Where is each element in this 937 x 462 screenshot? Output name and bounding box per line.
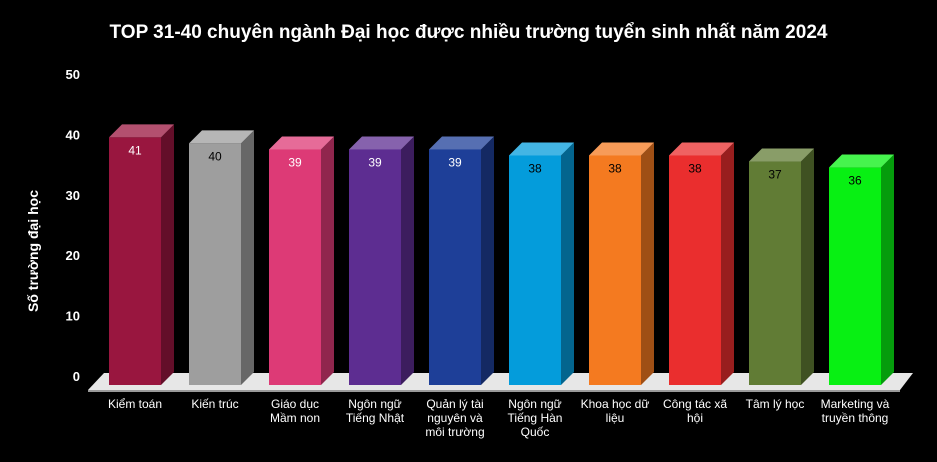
bar <box>429 149 481 385</box>
bar-value-label: 38 <box>528 161 542 175</box>
bar-side <box>161 124 174 386</box>
x-tick-label: Công tác xã <box>663 397 727 411</box>
bar-top <box>109 124 174 138</box>
bar <box>109 137 161 385</box>
bar-side <box>881 154 894 385</box>
x-tick-label: môi trường <box>425 425 484 439</box>
y-tick-label: 40 <box>66 127 80 142</box>
bar-top <box>589 142 654 156</box>
bar-side <box>721 142 734 385</box>
chart-title: TOP 31-40 chuyên ngành Đại học được nhiề… <box>109 22 828 43</box>
bar <box>269 149 321 385</box>
bar-top <box>509 142 574 156</box>
bar <box>749 161 801 385</box>
bar-top <box>829 154 894 168</box>
x-tick-label: Khoa học dữ <box>581 397 650 411</box>
y-tick-label: 10 <box>66 309 80 324</box>
x-tick-label: Kiến trúc <box>191 397 238 411</box>
bar-value-label: 38 <box>688 161 702 175</box>
bar <box>509 155 561 385</box>
bar-side <box>401 136 414 385</box>
x-tick-label: Giáo dục <box>271 397 319 411</box>
x-tick-label: Marketing và <box>821 397 890 411</box>
bar-side <box>321 136 334 385</box>
bar <box>349 149 401 385</box>
bar <box>669 155 721 385</box>
x-tick-label: Kiểm toán <box>108 397 162 411</box>
bar-value-label: 37 <box>768 168 782 182</box>
x-tick-label: Mầm non <box>270 411 320 425</box>
bar-side <box>561 142 574 385</box>
bar <box>589 155 641 385</box>
bar-top <box>349 136 414 150</box>
x-tick-label: Ngôn ngữ <box>508 397 561 411</box>
bar-value-label: 39 <box>288 155 302 169</box>
bar-side <box>641 142 654 385</box>
bar-top <box>269 136 334 150</box>
bar-value-label: 39 <box>368 155 382 169</box>
bar-value-label: 39 <box>448 155 462 169</box>
bar-value-label: 36 <box>848 174 862 188</box>
bar-top <box>749 148 814 162</box>
y-tick-label: 50 <box>66 67 80 82</box>
x-tick-label: Tiếng Hàn <box>508 411 563 425</box>
bar-value-label: 41 <box>128 143 142 157</box>
y-tick-label: 0 <box>73 369 80 384</box>
x-tick-label: Tâm lý học <box>746 397 805 411</box>
bar-side <box>241 130 254 385</box>
bar-top <box>429 136 494 150</box>
bar-top <box>189 130 254 144</box>
bar-value-label: 38 <box>608 161 622 175</box>
x-tick-label: Quốc <box>521 425 550 439</box>
bar-value-label: 40 <box>208 149 222 163</box>
bar-side <box>481 136 494 385</box>
bar <box>829 167 881 385</box>
x-tick-label: Ngôn ngữ <box>348 397 401 411</box>
x-tick-label: truyền thông <box>822 411 889 425</box>
bar-side <box>801 148 814 385</box>
bar <box>189 143 241 385</box>
x-tick-label: Tiếng Nhật <box>346 411 405 425</box>
x-tick-label: Quản lý tài <box>426 397 483 411</box>
x-tick-label: hội <box>687 411 703 425</box>
y-tick-label: 20 <box>66 248 80 263</box>
chart-floor-edge <box>88 390 900 392</box>
x-tick-label: nguyên và <box>427 411 483 425</box>
y-tick-label: 30 <box>66 188 80 203</box>
bar-top <box>669 142 734 156</box>
x-tick-label: liệu <box>606 411 625 425</box>
